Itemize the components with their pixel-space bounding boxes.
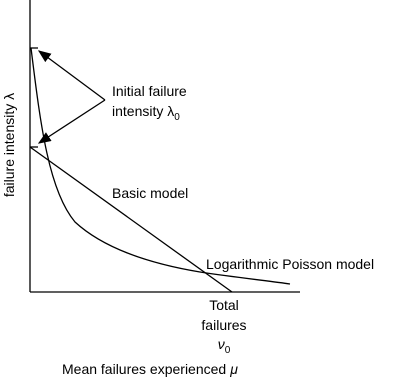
subscript: 0 xyxy=(225,345,231,356)
arrow xyxy=(37,50,106,101)
symbol: ν xyxy=(218,336,225,352)
x-axis-label: Mean failures experienced μ xyxy=(62,361,238,377)
symbol: μ xyxy=(229,361,238,377)
arrow xyxy=(37,99,106,144)
annotation: Total xyxy=(209,297,239,313)
annotation: ν0 xyxy=(218,336,231,356)
annotation: intensity λ0 xyxy=(112,103,180,123)
annotation: Logarithmic Poisson model xyxy=(206,256,374,272)
x-label-text: Mean failures experienced xyxy=(62,361,226,377)
subscript: 0 xyxy=(174,112,180,123)
y-axis-label: failure intensity λ xyxy=(1,93,17,197)
annotation: failures xyxy=(201,317,246,333)
basic-model-line xyxy=(29,146,233,293)
annotation-text: intensity λ xyxy=(112,103,174,119)
annotation: Initial failure xyxy=(112,83,187,99)
annotation: Basic model xyxy=(112,185,188,201)
